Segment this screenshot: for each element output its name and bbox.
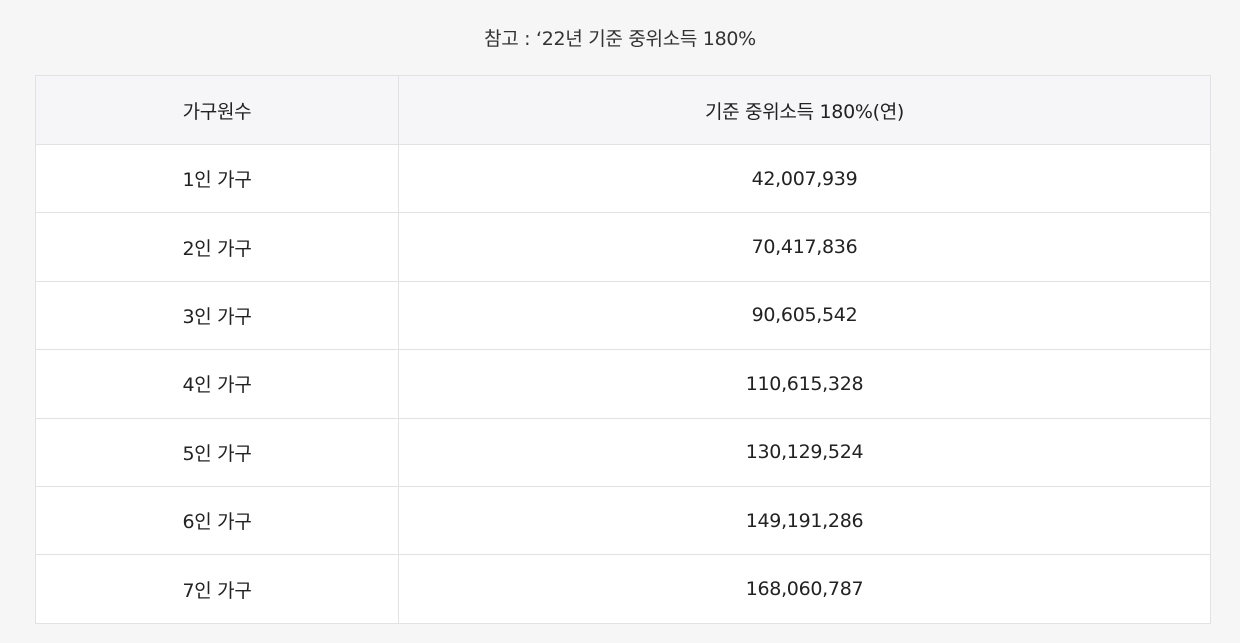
- household-size-cell: 1인 가구: [35, 143, 399, 214]
- table-header: 가구원수 기준 중위소득 180%(연): [35, 75, 1211, 145]
- income-value-cell: 149,191,286: [398, 485, 1211, 556]
- household-size-cell: 6인 가구: [35, 485, 399, 556]
- household-size-cell: 3인 가구: [35, 280, 399, 351]
- table-row: 3인 가구 90,605,542: [35, 280, 1211, 351]
- income-value-cell: 42,007,939: [398, 143, 1211, 214]
- income-value-cell: 70,417,836: [398, 212, 1211, 282]
- table-row: 4인 가구 110,615,328: [35, 349, 1211, 419]
- household-size-cell: 5인 가구: [35, 417, 399, 487]
- table-body: 1인 가구 42,007,939 2인 가구 70,417,836 3인 가구 …: [35, 143, 1211, 624]
- household-size-cell: 4인 가구: [35, 349, 399, 419]
- income-value-cell: 130,129,524: [398, 417, 1211, 487]
- median-income-header: 기준 중위소득 180%(연): [398, 75, 1211, 145]
- household-size-cell: 7인 가구: [35, 554, 399, 624]
- table-row: 7인 가구 168,060,787: [35, 554, 1211, 624]
- table-row: 5인 가구 130,129,524: [35, 417, 1211, 487]
- header-row: 가구원수 기준 중위소득 180%(연): [35, 75, 1211, 145]
- income-value-cell: 168,060,787: [398, 554, 1211, 624]
- table-row: 2인 가구 70,417,836: [35, 212, 1211, 282]
- table-row: 6인 가구 149,191,286: [35, 485, 1211, 556]
- household-size-header: 가구원수: [35, 75, 399, 145]
- household-size-cell: 2인 가구: [35, 212, 399, 282]
- median-income-table: 가구원수 기준 중위소득 180%(연) 1인 가구 42,007,939 2인…: [35, 75, 1211, 624]
- income-value-cell: 110,615,328: [398, 349, 1211, 419]
- income-value-cell: 90,605,542: [398, 280, 1211, 351]
- table-row: 1인 가구 42,007,939: [35, 143, 1211, 214]
- reference-caption: 참고 : ‘22년 기준 중위소득 180%: [484, 28, 756, 50]
